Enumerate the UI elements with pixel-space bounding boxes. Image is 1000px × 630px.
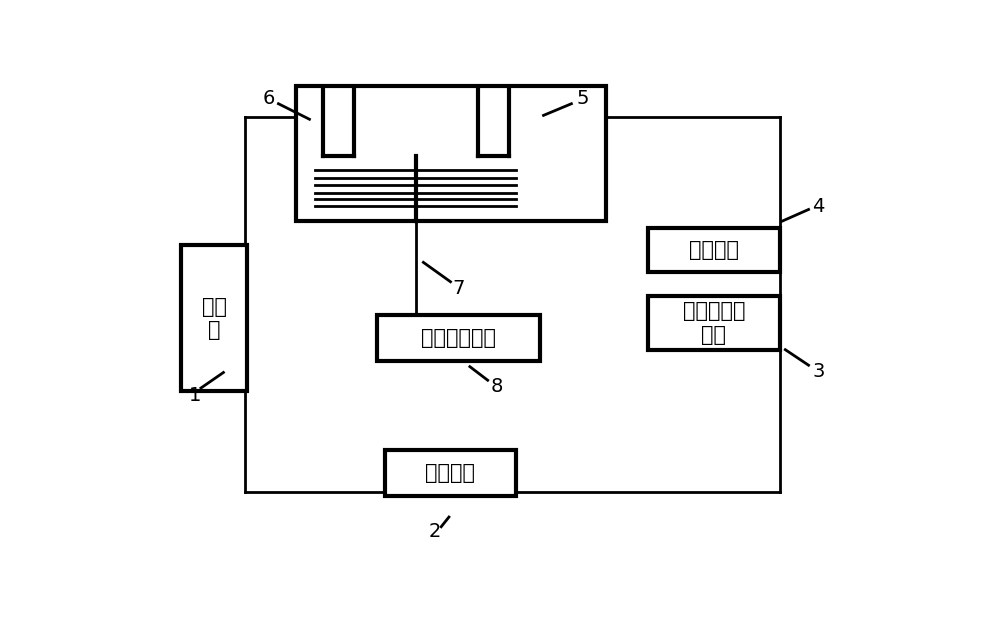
Text: 散热
器: 散热 器 (202, 297, 227, 340)
Text: 电子水泵: 电子水泵 (426, 464, 476, 483)
Text: 远程控制装置: 远程控制装置 (421, 328, 496, 348)
Text: 5: 5 (576, 89, 588, 108)
Text: 2: 2 (429, 522, 441, 541)
Text: 8: 8 (491, 377, 503, 396)
Bar (648, 229, 780, 272)
Text: 4: 4 (812, 197, 825, 216)
Text: 7: 7 (452, 278, 464, 297)
Bar (377, 314, 540, 360)
Bar (296, 86, 606, 221)
Bar (648, 296, 780, 350)
Text: 6: 6 (262, 89, 275, 108)
Text: 1: 1 (189, 386, 201, 405)
Bar (181, 245, 247, 391)
Text: 电机控制器
水套: 电机控制器 水套 (683, 301, 745, 345)
Bar (385, 450, 516, 496)
Text: 电机水套: 电机水套 (689, 240, 739, 260)
Text: 3: 3 (812, 362, 825, 381)
